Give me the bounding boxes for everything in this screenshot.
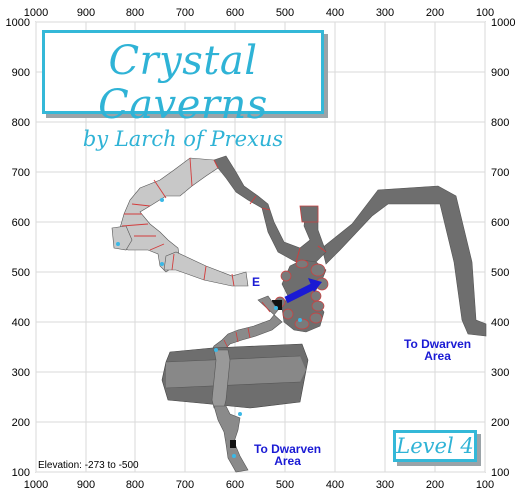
map-title: Crystal Caverns bbox=[98, 38, 268, 128]
map-subtitle: by Larch of Prexus bbox=[82, 127, 284, 151]
tick-bottom-100: 100 bbox=[476, 479, 494, 491]
exit-label-south-line1: To Dwarven bbox=[254, 442, 322, 456]
tick-right-800: 800 bbox=[491, 117, 509, 129]
west-chain-dividers bbox=[121, 157, 235, 287]
tick-right-600: 600 bbox=[491, 217, 509, 229]
tick-left-600: 600 bbox=[12, 217, 30, 229]
tick-left-200: 200 bbox=[12, 417, 30, 429]
tick-left-400: 400 bbox=[12, 317, 30, 329]
exit-label-northeast-line2: Area bbox=[424, 349, 451, 363]
level-badge: Level 4 bbox=[393, 430, 477, 462]
tick-right-900: 900 bbox=[491, 67, 509, 79]
tick-right-300: 300 bbox=[491, 367, 509, 379]
tick-left-300: 300 bbox=[12, 367, 30, 379]
bottom-axis-labels: 1000 900 800 700 600 500 400 300 200 100 bbox=[24, 479, 494, 491]
tick-bottom-800: 800 bbox=[126, 479, 144, 491]
tick-right-400: 400 bbox=[491, 317, 509, 329]
tick-right-500: 500 bbox=[491, 267, 509, 279]
west-chamber-chain bbox=[113, 157, 219, 273]
exit-arrow bbox=[284, 282, 316, 304]
tick-top-300: 300 bbox=[376, 7, 394, 19]
great-hall-ridge-2 bbox=[165, 381, 301, 389]
tick-right-700: 700 bbox=[491, 167, 509, 179]
tick-left-900: 900 bbox=[12, 67, 30, 79]
northeast-tunnel bbox=[321, 185, 487, 337]
loop-dividers bbox=[249, 195, 327, 263]
tick-top-700: 700 bbox=[176, 7, 194, 19]
tick-bottom-700: 700 bbox=[176, 479, 194, 491]
tick-top-800: 800 bbox=[126, 7, 144, 19]
tick-right-200: 200 bbox=[491, 417, 509, 429]
south-tunnel bbox=[213, 405, 249, 473]
top-axis-labels: 1000 900 800 700 600 500 400 300 200 100 bbox=[24, 7, 494, 19]
entrance-marker: E bbox=[252, 275, 261, 289]
tick-top-600: 600 bbox=[226, 7, 244, 19]
water-features bbox=[116, 198, 302, 458]
exit-arrow-head bbox=[308, 278, 322, 292]
left-axis-labels: 1000 900 800 700 600 500 400 300 200 100 bbox=[6, 17, 30, 479]
tick-bottom-200: 200 bbox=[426, 479, 444, 491]
tick-left-800: 800 bbox=[12, 117, 30, 129]
central-cluster-nodes bbox=[274, 259, 329, 330]
southwest-dividers bbox=[223, 301, 271, 349]
tick-bottom-300: 300 bbox=[376, 479, 394, 491]
tick-top-900: 900 bbox=[77, 7, 95, 19]
tick-bottom-500: 500 bbox=[276, 479, 294, 491]
title-panel: Crystal Caverns by Larch of Prexus bbox=[42, 30, 324, 151]
exit-label-south-line2: Area bbox=[274, 454, 301, 468]
entrance-room bbox=[272, 300, 282, 310]
south-junction bbox=[230, 440, 236, 448]
tick-bottom-1000: 1000 bbox=[24, 479, 48, 491]
tick-top-1000: 1000 bbox=[24, 7, 48, 19]
loop-segment-north bbox=[299, 205, 319, 223]
tick-top-200: 200 bbox=[426, 7, 444, 19]
cave-passages bbox=[111, 155, 487, 473]
exit-label-northeast: To Dwarven Area bbox=[404, 338, 471, 362]
tick-left-1000: 1000 bbox=[6, 17, 30, 29]
tick-right-100: 100 bbox=[491, 467, 509, 479]
tick-left-700: 700 bbox=[12, 167, 30, 179]
tick-top-400: 400 bbox=[326, 7, 344, 19]
tick-left-500: 500 bbox=[12, 267, 30, 279]
tick-top-500: 500 bbox=[276, 7, 294, 19]
tick-top-100: 100 bbox=[476, 7, 494, 19]
tick-bottom-600: 600 bbox=[226, 479, 244, 491]
great-hall-band bbox=[166, 356, 306, 388]
southwest-passage bbox=[211, 295, 283, 353]
exit-label-northeast-line1: To Dwarven bbox=[404, 337, 472, 351]
right-axis-labels: 1000 900 800 700 600 500 400 300 200 100 bbox=[491, 17, 515, 479]
great-hall-ridge bbox=[165, 355, 301, 363]
exit-label-south: To Dwarven Area bbox=[254, 443, 321, 467]
tick-bottom-900: 900 bbox=[77, 479, 95, 491]
tick-bottom-400: 400 bbox=[326, 479, 344, 491]
tick-left-100: 100 bbox=[12, 467, 30, 479]
tick-right-1000: 1000 bbox=[491, 17, 515, 29]
elevation-note: Elevation: -273 to -500 bbox=[38, 460, 139, 471]
